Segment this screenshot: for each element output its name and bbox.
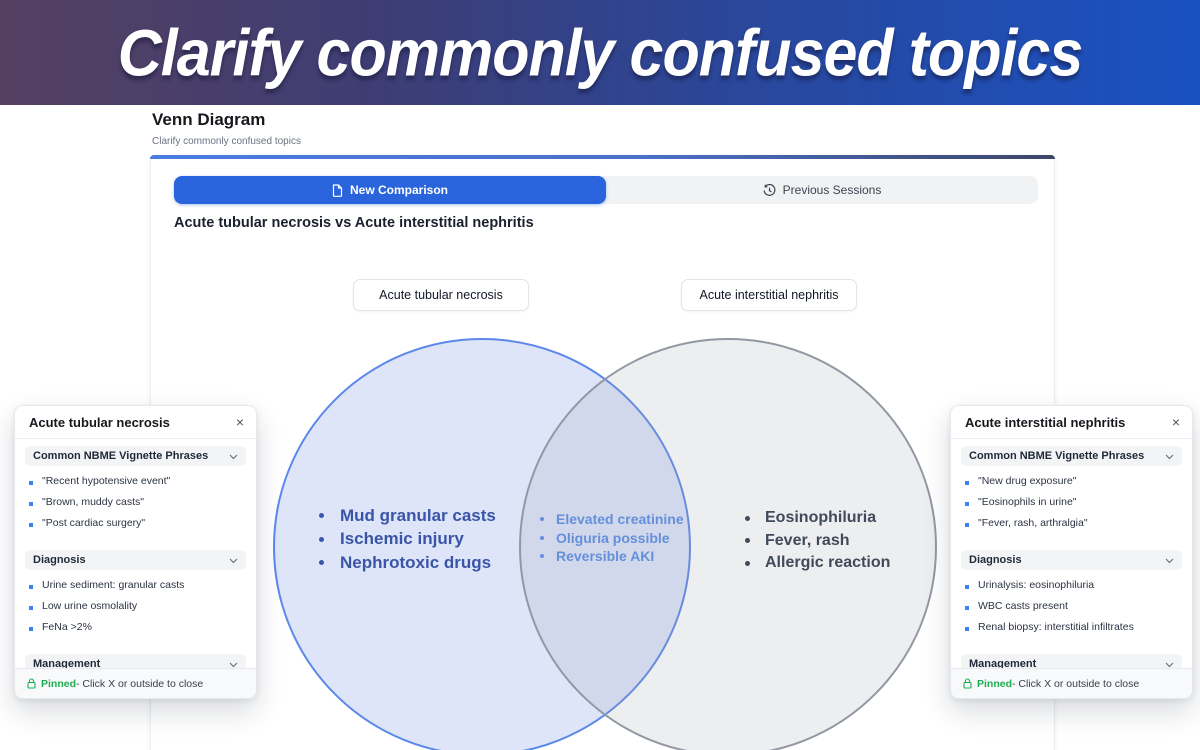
pinned-hint: - Click X or outside to close bbox=[1012, 677, 1140, 690]
venn-intersection-item: Elevated creatinine bbox=[540, 510, 684, 529]
chevron-down-icon bbox=[1165, 655, 1174, 670]
section-header-vignette[interactable]: Common NBME Vignette Phrases bbox=[961, 446, 1182, 466]
bullet-dot-icon bbox=[745, 515, 750, 521]
diagnosis-items: Urinalysis: eosinophiluria WBC casts pres… bbox=[961, 578, 1182, 640]
chevron-down-icon bbox=[1165, 551, 1174, 569]
card-list-item: "Post cardiac surgery" bbox=[29, 516, 246, 529]
page-subtitle: Clarify commonly confused topics bbox=[152, 136, 301, 147]
tab-previous-sessions-label: Previous Sessions bbox=[782, 183, 882, 197]
page-title: Venn Diagram bbox=[152, 110, 266, 129]
vignette-items: "Recent hypotensive event" "Brown, muddy … bbox=[25, 474, 246, 536]
venn-right-item: Eosinophiluria bbox=[745, 507, 890, 530]
venn-right-item: Allergic reaction bbox=[745, 552, 890, 575]
card-list-item: Urinalysis: eosinophiluria bbox=[965, 578, 1182, 591]
venn-left-item: Nephrotoxic drugs bbox=[319, 551, 496, 575]
document-icon bbox=[332, 183, 343, 197]
bullet-square-icon bbox=[29, 605, 33, 610]
bullet-dot-icon bbox=[540, 535, 544, 540]
venn-intersection-items: Elevated creatinine Oliguria possible Reve… bbox=[540, 510, 684, 566]
close-icon[interactable]: × bbox=[1171, 414, 1180, 430]
bullet-square-icon bbox=[965, 605, 969, 610]
bullet-dot-icon bbox=[540, 554, 544, 559]
card-list-item: WBC casts present bbox=[965, 599, 1182, 612]
comparison-heading: Acute tubular necrosis vs Acute intersti… bbox=[174, 215, 534, 231]
venn-left-item: Mud granular casts bbox=[319, 504, 496, 528]
venn-intersection-item: Oliguria possible bbox=[540, 529, 684, 548]
left-card-body: Common NBME Vignette Phrases "Recent hyp… bbox=[15, 439, 256, 670]
left-card-title: Acute tubular necrosis bbox=[29, 414, 170, 430]
venn-panel: New Comparison Previous Sessions Acute t… bbox=[150, 155, 1055, 750]
pinned-label: Pinned bbox=[41, 677, 77, 690]
right-card-footer: Pinned - Click X or outside to close bbox=[951, 668, 1192, 698]
card-list-item: "New drug exposure" bbox=[965, 474, 1182, 487]
venn-left-items: Mud granular casts Ischemic injury Nephrot… bbox=[319, 504, 496, 575]
tab-new-comparison-label: New Comparison bbox=[349, 183, 448, 197]
left-detail-card: Acute tubular necrosis × Common NBME Vig… bbox=[14, 405, 257, 699]
venn-right-circle[interactable] bbox=[519, 338, 937, 750]
card-list-item: "Recent hypotensive event" bbox=[29, 474, 246, 487]
chevron-down-icon bbox=[229, 655, 238, 670]
bullet-square-icon bbox=[29, 501, 33, 506]
section-header-management[interactable]: Management bbox=[961, 654, 1182, 670]
hero-banner: Clarify commonly confused topics bbox=[0, 0, 1200, 105]
bullet-square-icon bbox=[965, 480, 969, 485]
venn-intersection-item: Reversible AKI bbox=[540, 547, 684, 566]
bullet-dot-icon bbox=[319, 560, 324, 566]
bullet-dot-icon bbox=[745, 538, 750, 544]
bullet-square-icon bbox=[965, 501, 969, 506]
pinned-hint: - Click X or outside to close bbox=[76, 677, 204, 690]
history-icon bbox=[763, 183, 776, 197]
close-icon[interactable]: × bbox=[235, 414, 244, 430]
section-header-management[interactable]: Management bbox=[25, 654, 246, 670]
right-card-title: Acute interstitial nephritis bbox=[965, 414, 1126, 430]
right-topic-button[interactable]: Acute interstitial nephritis bbox=[681, 279, 857, 311]
bullet-dot-icon bbox=[540, 517, 544, 522]
diagnosis-items: Urine sediment: granular casts Low urine … bbox=[25, 578, 246, 640]
lock-icon bbox=[963, 678, 972, 689]
bullet-square-icon bbox=[965, 522, 969, 527]
lock-icon bbox=[27, 678, 36, 689]
card-list-item: Renal biopsy: interstitial infiltrates bbox=[965, 620, 1182, 633]
venn-right-items: Eosinophiluria Fever, rash Allergic reacti… bbox=[745, 507, 890, 575]
section-header-diagnosis[interactable]: Diagnosis bbox=[25, 550, 246, 570]
page-header: Venn Diagram Clarify commonly confused t… bbox=[152, 110, 301, 147]
tab-bar: New Comparison Previous Sessions bbox=[174, 176, 1038, 204]
venn-right-item: Fever, rash bbox=[745, 530, 890, 553]
tab-previous-sessions[interactable]: Previous Sessions bbox=[606, 176, 1038, 204]
section-header-diagnosis[interactable]: Diagnosis bbox=[961, 550, 1182, 570]
left-card-header: Acute tubular necrosis × bbox=[15, 406, 256, 439]
left-topic-button[interactable]: Acute tubular necrosis bbox=[353, 279, 529, 311]
bullet-square-icon bbox=[29, 584, 33, 589]
card-list-item: "Brown, muddy casts" bbox=[29, 495, 246, 508]
bullet-square-icon bbox=[965, 584, 969, 589]
card-list-item: Urine sediment: granular casts bbox=[29, 578, 246, 591]
bullet-square-icon bbox=[965, 626, 969, 631]
pinned-label: Pinned bbox=[977, 677, 1013, 690]
right-card-header: Acute interstitial nephritis × bbox=[951, 406, 1192, 439]
card-list-item: "Fever, rash, arthralgia" bbox=[965, 516, 1182, 529]
bullet-square-icon bbox=[29, 522, 33, 527]
left-card-footer: Pinned - Click X or outside to close bbox=[15, 668, 256, 698]
chevron-down-icon bbox=[229, 447, 238, 465]
card-list-item: "Eosinophils in urine" bbox=[965, 495, 1182, 508]
vignette-items: "New drug exposure" "Eosinophils in urine… bbox=[961, 474, 1182, 536]
venn-left-item: Ischemic injury bbox=[319, 528, 496, 552]
right-detail-card: Acute interstitial nephritis × Common NB… bbox=[950, 405, 1193, 699]
chevron-down-icon bbox=[229, 551, 238, 569]
bullet-square-icon bbox=[29, 480, 33, 485]
bullet-square-icon bbox=[29, 626, 33, 631]
bullet-dot-icon bbox=[319, 513, 324, 519]
chevron-down-icon bbox=[1165, 447, 1174, 465]
card-list-item: FeNa >2% bbox=[29, 620, 246, 633]
section-header-vignette[interactable]: Common NBME Vignette Phrases bbox=[25, 446, 246, 466]
banner-title: Clarify commonly confused topics bbox=[117, 15, 1084, 90]
bullet-dot-icon bbox=[745, 560, 750, 566]
bullet-dot-icon bbox=[319, 536, 324, 542]
tab-new-comparison[interactable]: New Comparison bbox=[174, 176, 606, 204]
right-card-body: Common NBME Vignette Phrases "New drug e… bbox=[951, 439, 1192, 670]
card-list-item: Low urine osmolality bbox=[29, 599, 246, 612]
